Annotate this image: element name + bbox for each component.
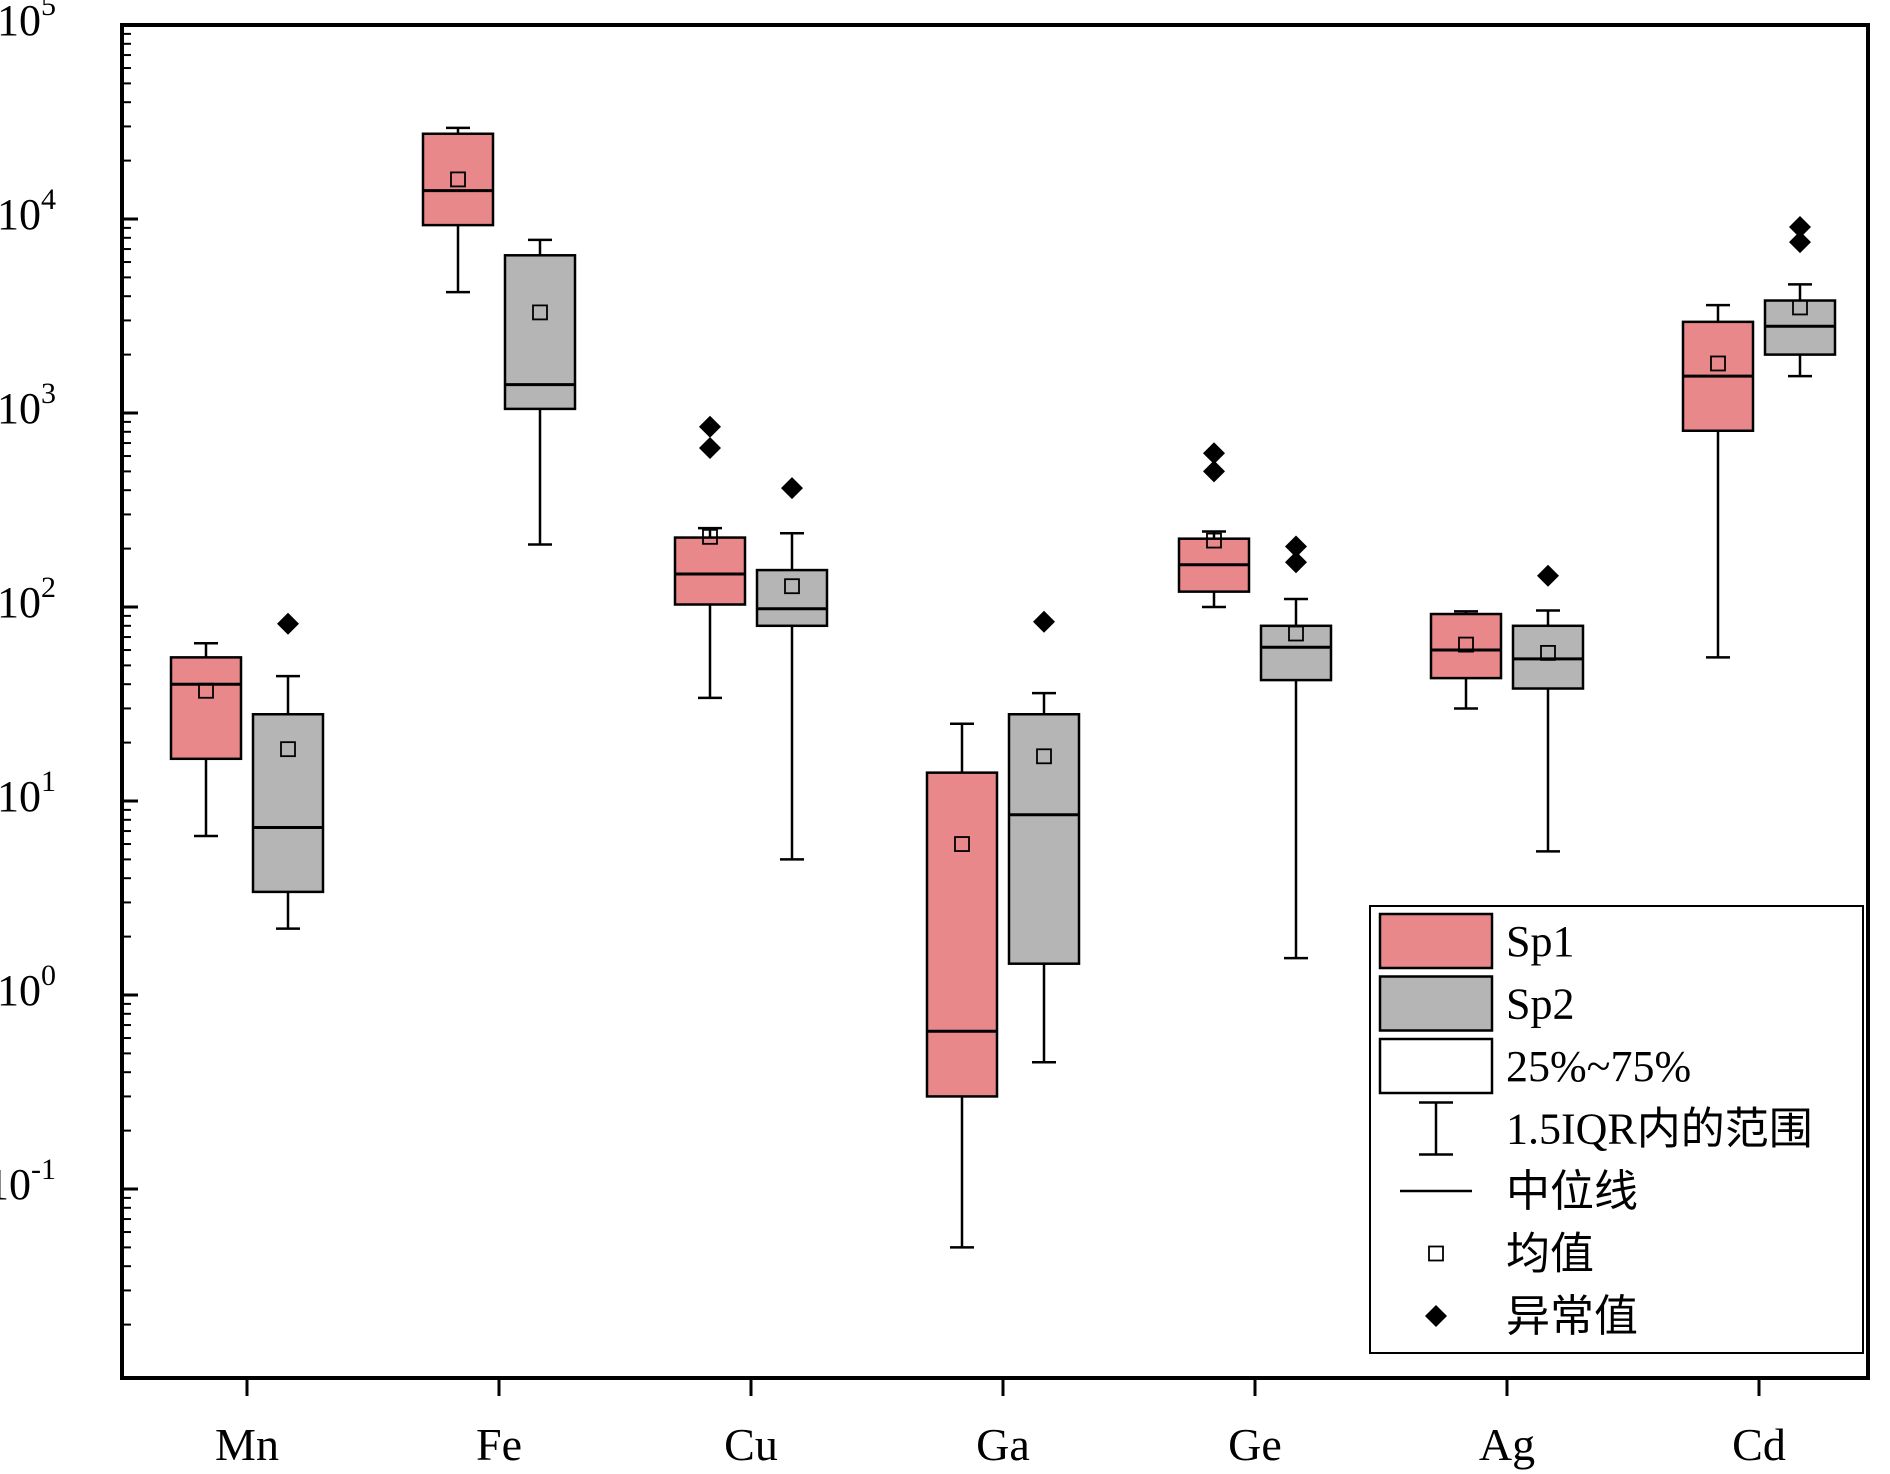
mean-marker (1458, 636, 1474, 653)
mean-marker (1710, 355, 1726, 372)
outlier-marker (277, 612, 299, 635)
outlier-marker (1033, 610, 1055, 633)
legend-label: 异常值 (1506, 1292, 1638, 1341)
legend-label: Sp1 (1506, 917, 1574, 966)
box-group (251, 612, 325, 930)
y-tick-label: 101 (0, 765, 56, 821)
outlier-marker (781, 477, 803, 500)
legend-label: 25%~75% (1506, 1042, 1691, 1091)
mean-marker (1792, 299, 1808, 316)
outlier-marker (1789, 215, 1811, 238)
outlier-marker (1203, 442, 1225, 465)
outlier-marker (699, 415, 721, 438)
box (421, 132, 495, 227)
box-group (169, 642, 243, 838)
outlier-marker (1285, 535, 1307, 558)
mean-marker (784, 578, 800, 595)
box (169, 656, 243, 761)
x-tick-label: Cu (724, 1419, 778, 1470)
mean-marker (1036, 748, 1052, 765)
outlier-marker (1789, 231, 1811, 254)
box-group (1511, 564, 1585, 853)
legend-swatch (1378, 975, 1494, 1032)
y-tick-label: 100 (0, 959, 56, 1015)
mean-marker (1288, 625, 1304, 642)
y-tick-label: 104 (0, 183, 56, 239)
mean-marker (954, 836, 970, 852)
outlier-marker (1537, 564, 1559, 587)
x-tick-label: Ga (976, 1419, 1030, 1470)
legend-outlier-icon (1425, 1305, 1447, 1327)
y-axis: 105 104 103 102 101 100 10-1 (0, 0, 138, 1326)
y-tick-label: 105 (0, 0, 56, 45)
box (1511, 624, 1585, 690)
box-group (1681, 303, 1755, 659)
legend-label: 1.5IQR内的范围 (1506, 1105, 1813, 1154)
x-tick-label: Fe (476, 1419, 522, 1470)
x-tick-label: Ge (1228, 1419, 1282, 1470)
box (251, 713, 325, 894)
x-tick-label: Mn (215, 1419, 279, 1470)
mean-marker (702, 528, 718, 545)
legend-swatch (1378, 912, 1494, 970)
x-tick-label: Ag (1479, 1419, 1535, 1470)
box-group (1259, 535, 1333, 960)
box-group (1429, 610, 1503, 710)
legend-swatch (1378, 1037, 1494, 1095)
outlier-marker (1285, 551, 1307, 574)
box (1007, 713, 1081, 965)
box-group (1007, 610, 1081, 1064)
mean-marker (280, 741, 296, 758)
box-group (1763, 215, 1837, 378)
mean-marker (532, 304, 548, 321)
outlier-marker (699, 437, 721, 460)
legend-label: 中位线 (1506, 1167, 1638, 1216)
box-group (421, 126, 495, 294)
box-group (503, 238, 577, 546)
x-axis: Mn Fe Cu Ga Ge Ag Cd (215, 1378, 1786, 1470)
y-tick-label: 103 (0, 377, 56, 433)
box (1259, 624, 1333, 682)
x-tick-label: Cd (1732, 1419, 1786, 1470)
legend-label: Sp2 (1506, 980, 1574, 1029)
legend-mean-icon (1428, 1245, 1444, 1262)
mean-marker (198, 682, 214, 699)
mean-marker (1206, 532, 1222, 549)
mean-marker (1540, 644, 1556, 661)
box (925, 771, 999, 1098)
box-group (1177, 442, 1251, 609)
box (673, 536, 747, 606)
box-group (755, 477, 829, 861)
box-group (925, 722, 999, 1249)
legend-label: 均值 (1506, 1230, 1594, 1279)
y-tick-label: 10-1 (0, 1153, 56, 1209)
box-group (673, 415, 747, 700)
box (1429, 612, 1503, 680)
plot-marks (169, 126, 1837, 1249)
y-tick-label: 102 (0, 571, 56, 627)
outlier-marker (1203, 460, 1225, 483)
mean-marker (450, 171, 466, 188)
plot-frame (120, 23, 1870, 1380)
